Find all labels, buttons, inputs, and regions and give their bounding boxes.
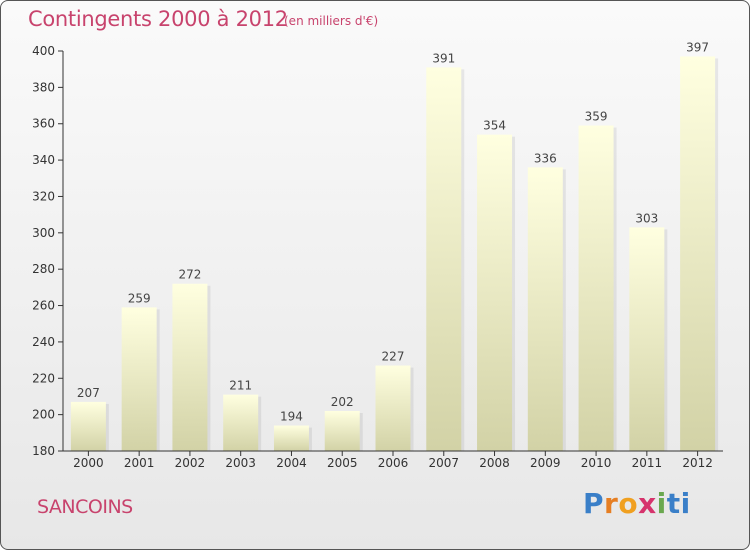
value-label: 303 — [635, 211, 658, 225]
x-tick-label: 2010 — [581, 456, 612, 470]
value-label: 272 — [178, 268, 201, 282]
bar — [324, 411, 360, 451]
value-label: 259 — [128, 291, 151, 305]
chart-subtitle: (en milliers d'€) — [284, 14, 379, 28]
logo-letter: P — [583, 487, 605, 520]
y-tick-label: 300 — [32, 226, 55, 240]
y-tick-label: 380 — [32, 80, 55, 94]
y-tick-label: 320 — [32, 189, 55, 203]
bar — [680, 56, 716, 452]
y-tick-label: 360 — [32, 117, 55, 131]
y-tick-label: 260 — [32, 299, 55, 313]
bar — [629, 227, 665, 451]
x-tick-label: 2004 — [276, 456, 307, 470]
x-tick-label: 2011 — [632, 456, 663, 470]
y-tick-label: 280 — [32, 262, 55, 276]
logo-letter: x — [638, 487, 657, 520]
x-tick-label: 2012 — [682, 456, 713, 470]
bar — [578, 125, 614, 451]
x-tick-label: 2000 — [73, 456, 104, 470]
x-tick-label: 2006 — [378, 456, 409, 470]
value-label: 227 — [382, 350, 405, 364]
x-tick-label: 2008 — [479, 456, 510, 470]
x-tick-label: 2009 — [530, 456, 561, 470]
logo-letter: ti — [666, 487, 691, 520]
y-tick-label: 220 — [32, 371, 55, 385]
x-tick-label: 2007 — [428, 456, 459, 470]
bar — [223, 394, 259, 451]
bar — [121, 307, 157, 451]
bar — [273, 425, 309, 451]
x-tick-label: 2005 — [327, 456, 358, 470]
value-label: 211 — [229, 379, 252, 393]
commune-name: SANCOINS — [37, 496, 133, 518]
chart-title: Contingents 2000 à 2012 — [28, 7, 288, 31]
value-label: 336 — [534, 151, 557, 165]
x-tick-label: 2002 — [175, 456, 206, 470]
bar — [70, 401, 106, 451]
bar — [172, 283, 208, 451]
bar — [477, 134, 513, 452]
y-tick-label: 240 — [32, 335, 55, 349]
logo-letter: o — [618, 487, 639, 520]
bar — [527, 167, 563, 451]
value-label: 202 — [331, 395, 354, 409]
proxiti-logo: Proxiti — [583, 487, 691, 520]
x-tick-label: 2003 — [225, 456, 256, 470]
x-tick-label: 2001 — [124, 456, 155, 470]
value-label: 207 — [77, 386, 100, 400]
value-label: 397 — [686, 40, 709, 54]
y-tick-label: 400 — [32, 44, 55, 58]
bar — [375, 365, 411, 451]
value-label: 194 — [280, 410, 303, 424]
value-label: 359 — [585, 110, 608, 124]
logo-letter: i — [656, 487, 667, 520]
value-label: 391 — [432, 51, 455, 65]
bar — [426, 67, 462, 451]
y-tick-label: 180 — [32, 444, 55, 458]
y-tick-label: 200 — [32, 408, 55, 422]
y-tick-label: 340 — [32, 153, 55, 167]
value-label: 354 — [483, 119, 506, 133]
logo-letter: r — [604, 487, 619, 520]
